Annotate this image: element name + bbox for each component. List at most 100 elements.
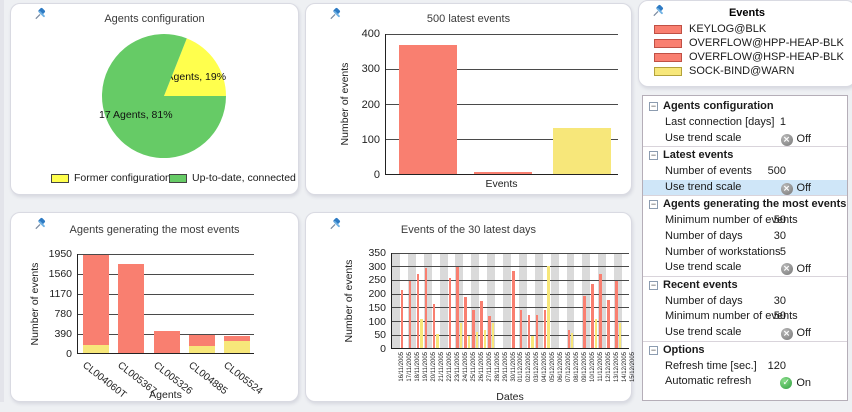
day-band xyxy=(407,253,416,348)
y-tick-label: 0 xyxy=(66,348,72,360)
gridline xyxy=(386,33,618,35)
y-tick-label: 100 xyxy=(368,315,386,328)
y-tick-label: 1560 xyxy=(48,268,72,280)
x-tick-label: 15/12/2005 xyxy=(629,352,636,383)
bar-red xyxy=(607,300,610,348)
settings-section-header[interactable]: − Agents configuration xyxy=(643,98,847,115)
setting-value: 120 xyxy=(767,359,786,372)
setting-value: 5 xyxy=(779,245,786,258)
bar-yellow xyxy=(531,335,534,348)
setting-row[interactable]: Use trend scale × Off xyxy=(643,260,847,276)
settings-section-header[interactable]: − Agents generating the most events xyxy=(643,196,847,213)
gridline xyxy=(78,273,254,275)
chart-title: 500 latest events xyxy=(426,13,511,25)
setting-row[interactable]: Number of workstations 5 xyxy=(643,245,847,261)
gridline xyxy=(392,334,629,336)
day-band xyxy=(550,253,559,348)
bar-yellow xyxy=(552,128,611,174)
bar-red xyxy=(416,273,420,348)
day-band xyxy=(566,253,575,348)
panel-agents-configuration: Agents configuration 4 Agents, 19% 17 Age… xyxy=(10,3,299,195)
gridline xyxy=(386,68,618,70)
collapse-icon[interactable]: − xyxy=(649,101,658,111)
toggle-off[interactable]: × Off xyxy=(780,181,811,197)
pin-icon[interactable] xyxy=(651,3,666,18)
day-band xyxy=(392,253,400,348)
setting-row[interactable]: Minimum number of events 50 xyxy=(643,309,847,325)
toggle-off[interactable]: × Off xyxy=(780,262,811,278)
bar-red xyxy=(615,280,618,348)
setting-row[interactable]: Refresh time [sec.] 120 xyxy=(643,359,847,375)
setting-row[interactable]: Minimum number of events 50 xyxy=(643,213,847,229)
toggle-off[interactable]: × Off xyxy=(780,326,811,342)
legend-swatch xyxy=(654,66,682,76)
collapse-icon[interactable]: − xyxy=(649,150,658,161)
day-band xyxy=(582,253,591,348)
x-tick-label: 11/12/2005 xyxy=(597,352,604,382)
bar-red xyxy=(118,264,145,353)
setting-row[interactable]: Last connection [days] 1 xyxy=(643,115,847,131)
toggle-off[interactable]: × Off xyxy=(780,132,811,148)
bar-red xyxy=(567,330,571,348)
bar-yellow xyxy=(547,265,550,348)
collapse-icon[interactable]: − xyxy=(649,199,658,210)
legend-swatch xyxy=(654,24,682,34)
y-tick-label: 1950 xyxy=(48,248,72,260)
collapse-icon[interactable]: − xyxy=(649,279,658,290)
bar-yellow xyxy=(420,319,423,348)
settings-section: − Latest events Number of events 500 Use tre… xyxy=(643,146,847,197)
setting-label: Minimum number of events xyxy=(665,214,798,227)
x-tick-label: 06/12/2005 xyxy=(558,352,565,383)
y-tick-label: 100 xyxy=(361,133,380,146)
y-tick-label: 0 xyxy=(373,169,380,181)
pin-icon[interactable] xyxy=(33,6,48,21)
gridline xyxy=(392,293,629,295)
legend-title: Events xyxy=(728,7,766,19)
events-legend-item: OVERFLOW@HSP-HEAP-BLK xyxy=(654,51,844,63)
setting-row[interactable]: Use trend scale × Off xyxy=(643,131,847,147)
day-band xyxy=(487,253,496,348)
settings-section-header[interactable]: − Options xyxy=(643,342,847,359)
bar-red xyxy=(473,172,532,174)
collapse-icon[interactable]: − xyxy=(649,344,658,355)
legend-swatch xyxy=(51,173,69,183)
setting-row[interactable]: Use trend scale × Off xyxy=(643,325,847,341)
y-tick-label: 390 xyxy=(54,328,72,340)
panel-top-agents: Agents generating the most events Number… xyxy=(10,212,299,402)
setting-label: Minimum number of events xyxy=(665,310,798,323)
pie-slice-label: 4 Agents, 19% xyxy=(158,71,226,83)
events-legend-item: KEYLOG@BLK xyxy=(654,23,766,35)
setting-label: Automatic refresh xyxy=(665,375,752,388)
bar-red xyxy=(408,280,412,348)
x-tick-label: 21/11/2005 xyxy=(439,352,446,382)
bar-yellow xyxy=(594,319,598,348)
toggle-on[interactable]: ✓ On xyxy=(780,376,811,392)
x-tick-label: 08/12/2005 xyxy=(574,352,580,383)
setting-row[interactable]: Number of events 500 xyxy=(643,164,847,180)
legend-label: OVERFLOW@HSP-HEAP-BLK xyxy=(689,51,844,63)
setting-row[interactable]: Number of days 30 xyxy=(643,294,847,310)
legend-swatch xyxy=(654,52,682,62)
pin-icon[interactable] xyxy=(328,6,343,21)
setting-value: 50 xyxy=(773,310,786,323)
toggle-state-label: Off xyxy=(796,133,811,146)
pin-icon[interactable] xyxy=(33,216,48,231)
settings-section-header[interactable]: − Latest events xyxy=(643,147,847,164)
bar-yellow xyxy=(491,323,495,348)
panel-latest-events: 500 latest events Number of events Event… xyxy=(305,3,632,195)
bar-yellow xyxy=(570,332,574,348)
settings-section-header[interactable]: − Recent events xyxy=(643,277,847,294)
legend-label: Up-to-date, connected xyxy=(192,172,296,184)
bar-red xyxy=(511,271,515,348)
on-icon: ✓ xyxy=(780,377,793,390)
legend-swatch xyxy=(169,173,187,183)
bar-red xyxy=(398,44,457,174)
bar-red xyxy=(591,283,594,348)
setting-row[interactable]: Use trend scale × Off xyxy=(643,179,847,197)
pin-icon[interactable] xyxy=(328,216,343,231)
gridline xyxy=(392,279,629,281)
toggle-state-label: Off xyxy=(796,327,811,340)
setting-row[interactable]: Number of days 30 xyxy=(643,229,847,245)
legend-label: KEYLOG@BLK xyxy=(689,23,767,35)
setting-row[interactable]: Automatic refresh ✓ On xyxy=(643,374,847,390)
